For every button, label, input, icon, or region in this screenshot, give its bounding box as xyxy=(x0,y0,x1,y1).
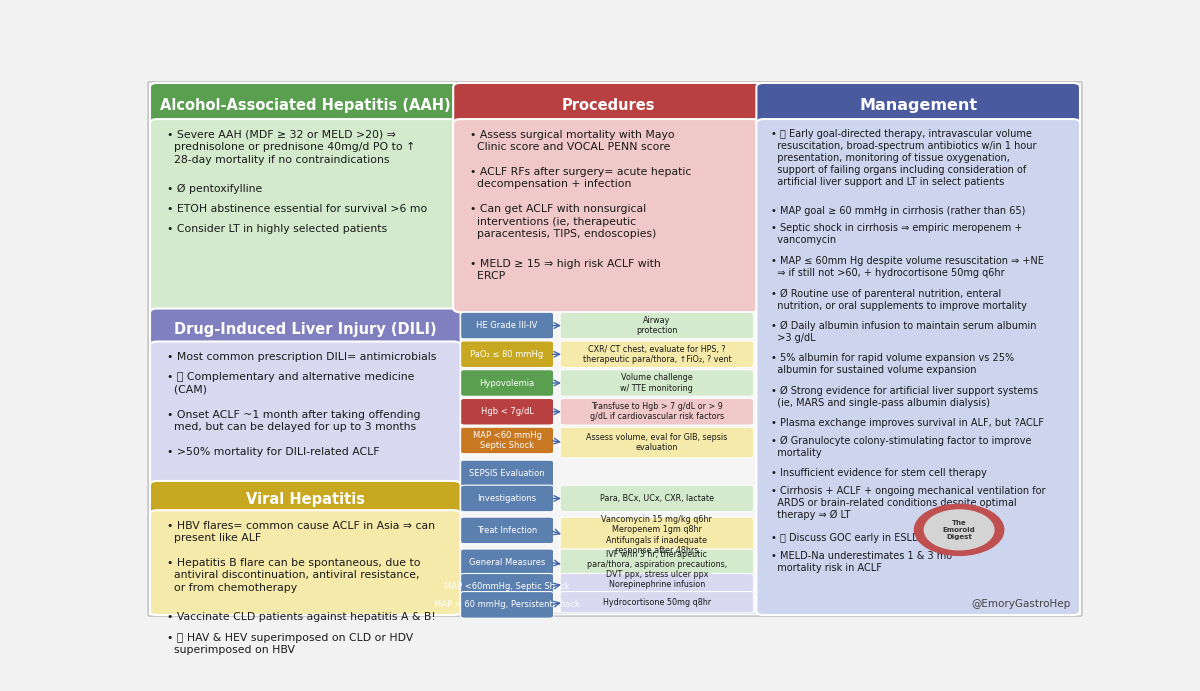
FancyBboxPatch shape xyxy=(560,574,754,595)
Text: MAP <60mmHg, Septic Shock: MAP <60mmHg, Septic Shock xyxy=(444,583,570,591)
Text: Investigations: Investigations xyxy=(478,494,536,503)
FancyBboxPatch shape xyxy=(560,341,754,368)
Text: • Septic shock in cirrhosis ⇒ empiric meropenem +
  vancomycin: • Septic shock in cirrhosis ⇒ empiric me… xyxy=(772,223,1022,245)
Text: CXR/ CT chest, evaluate for HPS, ?
therapeutic para/thora, ↑FiO₂, ? vent: CXR/ CT chest, evaluate for HPS, ? thera… xyxy=(582,345,731,364)
FancyBboxPatch shape xyxy=(560,549,754,580)
FancyBboxPatch shape xyxy=(150,119,461,312)
FancyBboxPatch shape xyxy=(150,308,461,350)
FancyBboxPatch shape xyxy=(756,83,1080,128)
Text: HE Grade III-IV: HE Grade III-IV xyxy=(476,321,538,330)
Text: Hydrocortisone 50mg q8hr: Hydrocortisone 50mg q8hr xyxy=(602,598,710,607)
Text: Vancomycin 15 mg/kg q6hr
Meropenem 1gm q8hr
Antifungals if inadequate
response a: Vancomycin 15 mg/kg q6hr Meropenem 1gm q… xyxy=(601,515,713,556)
Text: • Consider LT in highly selected patients: • Consider LT in highly selected patient… xyxy=(167,225,386,234)
Text: Management: Management xyxy=(859,97,977,113)
Text: MAP < 60 mmHg, Persistent shock: MAP < 60 mmHg, Persistent shock xyxy=(434,600,580,609)
Text: • HBV flares= common cause ACLF in Asia ⇒ can
  present like ALF: • HBV flares= common cause ACLF in Asia … xyxy=(167,521,434,543)
Text: • Ø Routine use of parenteral nutrition, enteral
  nutrition, or oral supplement: • Ø Routine use of parenteral nutrition,… xyxy=(772,288,1027,310)
FancyBboxPatch shape xyxy=(560,370,754,397)
Text: • Cirrhosis + ACLF + ongoing mechanical ventilation for
  ARDS or brain-related : • Cirrhosis + ACLF + ongoing mechanical … xyxy=(772,486,1045,520)
Text: • MAP ≤ 60mm Hg despite volume resuscitation ⇒ +NE
  ⇒ if still not >60, + hydro: • MAP ≤ 60mm Hg despite volume resuscita… xyxy=(772,256,1044,278)
Text: • Insufficient evidence for stem cell therapy: • Insufficient evidence for stem cell th… xyxy=(772,468,988,478)
Text: • Ø Granulocyte colony-stimulating factor to improve
  mortality: • Ø Granulocyte colony-stimulating facto… xyxy=(772,436,1032,458)
FancyBboxPatch shape xyxy=(560,591,754,613)
Text: • >50% mortality for DILI-related ACLF: • >50% mortality for DILI-related ACLF xyxy=(167,447,379,457)
Text: IVF w/in 3 hr, therapeutic
para/thora, aspiration precautions,
DVT ppx, stress u: IVF w/in 3 hr, therapeutic para/thora, a… xyxy=(587,549,727,579)
FancyBboxPatch shape xyxy=(560,517,754,553)
Text: Transfuse to Hgb > 7 g/dL or > 9
g/dL if cardiovascular risk factors: Transfuse to Hgb > 7 g/dL or > 9 g/dL if… xyxy=(589,402,724,422)
Circle shape xyxy=(924,510,994,550)
Text: • Ø Daily albumin infusion to maintain serum albumin
  >3 g/dL: • Ø Daily albumin infusion to maintain s… xyxy=(772,321,1037,343)
FancyBboxPatch shape xyxy=(756,119,1080,615)
Text: • Ø Strong evidence for artificial liver support systems
  (ie, MARS and single-: • Ø Strong evidence for artificial liver… xyxy=(772,386,1038,408)
FancyBboxPatch shape xyxy=(461,591,553,618)
FancyBboxPatch shape xyxy=(456,310,761,614)
Text: • Ø pentoxifylline: • Ø pentoxifylline xyxy=(167,184,262,194)
FancyBboxPatch shape xyxy=(461,341,553,368)
FancyBboxPatch shape xyxy=(560,312,754,339)
Text: • 👓 Complementary and alternative medicine
  (CAM): • 👓 Complementary and alternative medici… xyxy=(167,372,414,395)
Text: Viral Hepatitis: Viral Hepatitis xyxy=(246,492,365,507)
Text: @EmoryGastroHep: @EmoryGastroHep xyxy=(972,598,1070,609)
FancyBboxPatch shape xyxy=(454,119,764,312)
Text: • ETOH abstinence essential for survival >6 mo: • ETOH abstinence essential for survival… xyxy=(167,205,427,214)
Text: Norepinephrine infusion: Norepinephrine infusion xyxy=(608,580,704,589)
Circle shape xyxy=(914,504,1003,556)
Text: Treat Infection: Treat Infection xyxy=(476,526,538,535)
Text: • 👓 HAV & HEV superimposed on CLD or HDV
  superimposed on HBV: • 👓 HAV & HEV superimposed on CLD or HDV… xyxy=(167,632,413,655)
Text: • Most common prescription DILI= antimicrobials: • Most common prescription DILI= antimic… xyxy=(167,352,436,362)
Text: General Measures: General Measures xyxy=(469,558,545,567)
FancyBboxPatch shape xyxy=(150,83,461,128)
Text: The
Emoroid
Digest: The Emoroid Digest xyxy=(943,520,976,540)
Text: Hgb < 7g/dL: Hgb < 7g/dL xyxy=(481,407,534,416)
FancyBboxPatch shape xyxy=(461,427,553,454)
Text: Airway
protection: Airway protection xyxy=(636,316,678,335)
Text: • Onset ACLF ~1 month after taking offending
  med, but can be delayed for up to: • Onset ACLF ~1 month after taking offen… xyxy=(167,410,420,432)
Text: SEPSIS Evaluation: SEPSIS Evaluation xyxy=(469,469,545,478)
Text: • MELD-Na underestimates 1 & 3 mo
  mortality risk in ACLF: • MELD-Na underestimates 1 & 3 mo mortal… xyxy=(772,551,953,573)
Text: • 🔑 Discuss GOC early in ESLD admissions: • 🔑 Discuss GOC early in ESLD admissions xyxy=(772,533,978,543)
Text: • ACLF RFs after surgery= acute hepatic
  decompensation + infection: • ACLF RFs after surgery= acute hepatic … xyxy=(470,167,691,189)
Text: Para, BCx, UCx, CXR, lactate: Para, BCx, UCx, CXR, lactate xyxy=(600,494,714,503)
Text: • MELD ≥ 15 ⇒ high risk ACLF with
  ERCP: • MELD ≥ 15 ⇒ high risk ACLF with ERCP xyxy=(470,258,661,281)
Text: Procedures: Procedures xyxy=(562,97,655,113)
Text: Assess volume, eval for GIB, sepsis
evaluation: Assess volume, eval for GIB, sepsis eval… xyxy=(587,433,727,453)
Text: Alcohol-Associated Hepatitis (AAH): Alcohol-Associated Hepatitis (AAH) xyxy=(160,97,451,113)
FancyBboxPatch shape xyxy=(461,549,553,576)
FancyBboxPatch shape xyxy=(461,399,553,425)
Text: • 🔑 Early goal-directed therapy, intravascular volume
  resuscitation, broad-spe: • 🔑 Early goal-directed therapy, intrava… xyxy=(772,129,1037,187)
FancyBboxPatch shape xyxy=(461,574,553,600)
Text: • Assess surgical mortality with Mayo
  Clinic score and VOCAL PENN score: • Assess surgical mortality with Mayo Cl… xyxy=(470,130,674,152)
Text: Drug-Induced Liver Injury (DILI): Drug-Induced Liver Injury (DILI) xyxy=(174,322,437,337)
FancyBboxPatch shape xyxy=(461,370,553,397)
Text: PaO₂ ≤ 80 mmHg: PaO₂ ≤ 80 mmHg xyxy=(470,350,544,359)
Text: Hypovolemia: Hypovolemia xyxy=(480,379,535,388)
FancyBboxPatch shape xyxy=(560,485,754,512)
FancyBboxPatch shape xyxy=(560,399,754,425)
FancyBboxPatch shape xyxy=(150,481,461,519)
FancyBboxPatch shape xyxy=(461,460,553,486)
Text: • Plasma exchange improves survival in ALF, but ?ACLF: • Plasma exchange improves survival in A… xyxy=(772,418,1044,428)
Text: • Severe AAH (MDF ≥ 32 or MELD >20) ⇒
  prednisolone or prednisone 40mg/d PO to : • Severe AAH (MDF ≥ 32 or MELD >20) ⇒ pr… xyxy=(167,130,415,164)
FancyBboxPatch shape xyxy=(148,82,1082,616)
FancyBboxPatch shape xyxy=(461,485,553,512)
Text: • MAP goal ≥ 60 mmHg in cirrhosis (rather than 65): • MAP goal ≥ 60 mmHg in cirrhosis (rathe… xyxy=(772,206,1026,216)
Text: • Can get ACLF with nonsurgical
  interventions (ie, therapeutic
  paracentesis,: • Can get ACLF with nonsurgical interven… xyxy=(470,205,656,239)
FancyBboxPatch shape xyxy=(560,427,754,458)
FancyBboxPatch shape xyxy=(454,83,764,128)
Text: • Hepatitis B flare can be spontaneous, due to
  antiviral discontinuation, anti: • Hepatitis B flare can be spontaneous, … xyxy=(167,558,420,593)
FancyBboxPatch shape xyxy=(150,341,461,484)
FancyBboxPatch shape xyxy=(461,312,553,339)
FancyBboxPatch shape xyxy=(461,517,553,544)
Text: MAP <60 mmHg
Septic Shock: MAP <60 mmHg Septic Shock xyxy=(473,430,541,450)
FancyBboxPatch shape xyxy=(150,510,461,615)
Text: Volume challenge
w/ TTE monitoring: Volume challenge w/ TTE monitoring xyxy=(620,373,694,392)
Text: • Vaccinate CLD patients against hepatitis A & B!: • Vaccinate CLD patients against hepatit… xyxy=(167,612,436,623)
Text: • 5% albumin for rapid volume expansion vs 25%
  albumin for sustained volume ex: • 5% albumin for rapid volume expansion … xyxy=(772,353,1014,375)
